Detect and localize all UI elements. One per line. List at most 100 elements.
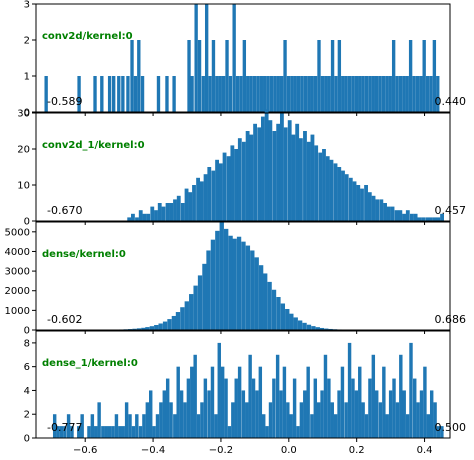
histogram-bar (399, 354, 403, 438)
histogram-bar (327, 378, 331, 438)
histogram-bar (196, 177, 200, 221)
histogram-bar (149, 390, 153, 438)
histogram-bar (368, 378, 372, 438)
histogram-bar (142, 414, 146, 438)
x-tick-label: −0.2 (209, 445, 233, 456)
histogram-bar (128, 414, 132, 438)
histogram-bar (276, 76, 280, 112)
histogram-bar (307, 76, 311, 112)
histogram-bar (176, 195, 181, 221)
histogram-bar (173, 414, 177, 438)
histogram-bar (217, 342, 221, 438)
histogram-bar (386, 206, 391, 221)
y-tick-label: 20 (17, 145, 30, 156)
histogram-bar (208, 76, 212, 112)
y-tick-label: 2 (24, 410, 30, 421)
histogram-bar (137, 40, 141, 112)
histogram-bar (358, 366, 362, 438)
histogram-bar (207, 167, 212, 221)
histogram-bar (264, 109, 269, 221)
histogram-bar (395, 402, 400, 438)
histogram-bar (219, 222, 224, 330)
histogram-bar (193, 354, 197, 438)
histogram-bar (231, 402, 235, 438)
histogram-bar (385, 76, 389, 112)
histogram-bar (429, 76, 433, 112)
histogram-bar (364, 414, 369, 438)
histogram-bar (204, 4, 209, 112)
panel-label: conv2d_1/kernel:0 (42, 140, 145, 151)
histogram-bar (313, 378, 318, 438)
histogram-bar (290, 76, 294, 112)
histogram-bar (361, 402, 365, 438)
histogram-bar (272, 378, 276, 438)
histogram-bar (187, 40, 191, 112)
histogram-bar (390, 206, 395, 221)
histogram-bar (285, 308, 290, 330)
histogram-bar (138, 210, 143, 221)
histogram-bar (133, 76, 138, 112)
histogram-bar (190, 76, 194, 112)
histogram-bar (344, 174, 349, 221)
histogram-bar (408, 40, 413, 112)
panel-label: dense_1/kernel:0 (42, 358, 138, 369)
histogram-bar (320, 76, 325, 112)
histogram-bar (193, 285, 198, 330)
histogram-bar (426, 414, 431, 438)
histogram-bar (263, 273, 268, 330)
histogram-bar (175, 312, 181, 330)
histogram-bar (224, 228, 229, 330)
histogram-bar (313, 76, 318, 112)
histogram-bar (211, 170, 216, 221)
y-tick-label: 10 (17, 181, 30, 192)
histogram-bar (413, 213, 418, 221)
y-tick-label: 2 (24, 36, 30, 47)
histogram-bar (222, 152, 227, 221)
histogram-bar (361, 76, 365, 112)
histogram-bar (165, 76, 169, 112)
histogram-bar (215, 159, 219, 221)
histogram-bar (248, 354, 252, 438)
histogram-bar (228, 76, 233, 112)
histogram-bar (159, 402, 163, 438)
max-value-label: 0.457 (435, 204, 467, 217)
histogram-bar (215, 76, 219, 112)
histogram-bar (368, 76, 372, 112)
histogram-bar (235, 76, 240, 112)
histogram-bar (440, 213, 444, 221)
histogram-bar (104, 426, 108, 438)
histogram-bar (221, 76, 226, 112)
histogram-bar (409, 213, 414, 221)
histogram-bar (225, 40, 229, 112)
histogram-bar (169, 203, 174, 221)
histogram-bar (118, 426, 122, 438)
min-value-label: -0.670 (47, 204, 82, 217)
histogram-bar (114, 414, 119, 438)
y-tick-label: 1000 (5, 306, 30, 317)
histogram-bar (207, 390, 211, 438)
histogram-bar (97, 402, 101, 438)
histogram-bar (293, 317, 298, 330)
histogram-bar (70, 426, 74, 438)
histogram-bar (241, 141, 246, 221)
histogram-bar (251, 378, 256, 438)
y-tick-label: 0 (24, 108, 30, 119)
histogram-bar (150, 206, 155, 221)
histogram-bar (433, 402, 437, 438)
histogram-bar (100, 76, 104, 112)
histogram-bar (230, 145, 235, 221)
histogram-bar (417, 217, 422, 221)
histogram-bar (340, 366, 345, 438)
histogram-bar (149, 326, 155, 330)
histogram-bar (292, 378, 297, 438)
histogram-bar (161, 206, 166, 221)
min-value-label: -0.777 (47, 421, 82, 434)
histogram-bar (255, 390, 259, 438)
histogram-bar (158, 323, 163, 330)
min-value-label: -0.589 (47, 95, 82, 108)
histogram-bar (80, 414, 84, 438)
histogram-bar (344, 402, 348, 438)
histogram-bar (276, 123, 281, 221)
histogram-bar (52, 414, 57, 438)
histogram-bar (176, 366, 180, 438)
